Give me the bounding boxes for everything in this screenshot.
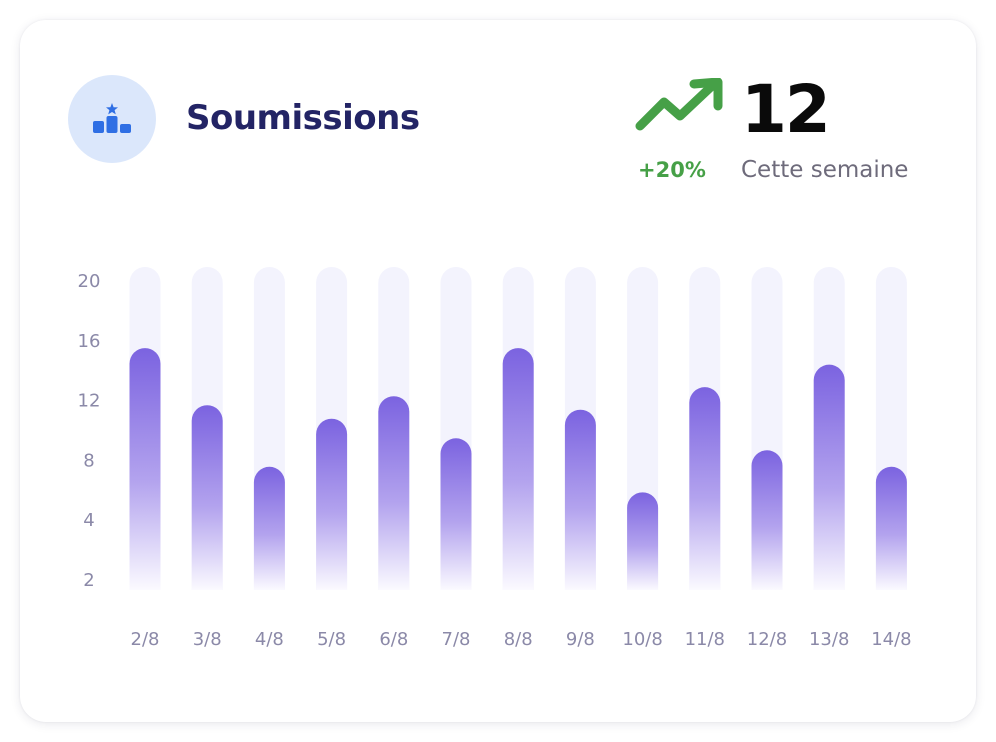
bar: [378, 396, 410, 590]
x-tick-label: 5/8: [317, 629, 346, 650]
trending-up-arrow-icon: [635, 78, 723, 131]
x-tick-label: 14/8: [871, 629, 911, 650]
bar: [191, 405, 223, 590]
x-tick-label: 3/8: [193, 629, 222, 650]
bar: [813, 364, 845, 590]
y-tick-label: 12: [78, 391, 101, 412]
bar: [440, 438, 472, 590]
x-tick-label: 4/8: [255, 629, 284, 650]
bar: [875, 466, 907, 590]
period-label: Cette semaine: [741, 157, 909, 183]
y-tick-label: 20: [78, 271, 101, 292]
x-tick-label: 2/8: [131, 629, 160, 650]
bar: [253, 466, 285, 590]
weekly-total: 12: [741, 71, 831, 148]
x-tick-label: 12/8: [747, 629, 787, 650]
podium-star-icon: [93, 103, 131, 133]
y-tick-label: 8: [83, 450, 94, 471]
x-tick-label: 11/8: [685, 629, 725, 650]
x-tick-label: 9/8: [566, 629, 595, 650]
y-axis: 20 16 12 8 4 2: [78, 271, 101, 591]
x-axis: 2/8 3/8 4/8 5/8 6/8 7/8 8/8 9/8 10/8 11/8 12/8 13/8…: [131, 629, 912, 650]
bar: [564, 409, 596, 590]
icon-badge: [68, 75, 156, 163]
y-tick-label: 16: [78, 331, 101, 352]
bar: [689, 387, 721, 590]
bars: [129, 348, 907, 590]
card-title: Soumissions: [186, 98, 420, 138]
x-tick-label: 10/8: [622, 629, 662, 650]
bar: [129, 348, 161, 590]
bar: [751, 450, 783, 590]
y-tick-label: 4: [83, 510, 94, 531]
x-tick-label: 8/8: [504, 629, 533, 650]
y-tick-label: 2: [83, 570, 94, 591]
x-tick-label: 6/8: [379, 629, 408, 650]
bar: [627, 492, 659, 590]
x-tick-label: 7/8: [442, 629, 471, 650]
change-percent: +20%: [638, 158, 706, 182]
bar: [316, 418, 348, 590]
bar: [502, 348, 534, 590]
x-tick-label: 13/8: [809, 629, 849, 650]
